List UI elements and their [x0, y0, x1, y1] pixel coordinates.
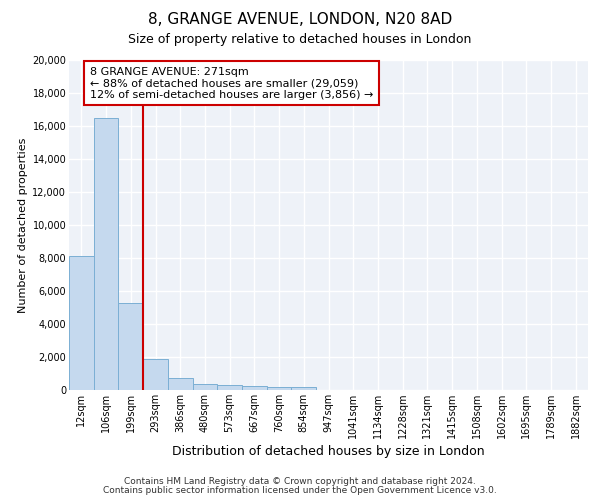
Text: Contains HM Land Registry data © Crown copyright and database right 2024.: Contains HM Land Registry data © Crown c…	[124, 477, 476, 486]
Bar	[292, 387, 316, 390]
Bar	[242, 386, 267, 390]
Text: 8 GRANGE AVENUE: 271sqm
← 88% of detached houses are smaller (29,059)
12% of sem: 8 GRANGE AVENUE: 271sqm ← 88% of detache…	[90, 66, 373, 100]
Bar	[217, 385, 242, 390]
Bar	[193, 384, 217, 390]
Text: 8, GRANGE AVENUE, LONDON, N20 8AD: 8, GRANGE AVENUE, LONDON, N20 8AD	[148, 12, 452, 28]
Bar	[168, 378, 193, 390]
Bar	[143, 360, 168, 390]
Bar	[94, 118, 118, 390]
X-axis label: Distribution of detached houses by size in London: Distribution of detached houses by size …	[172, 445, 485, 458]
Y-axis label: Number of detached properties: Number of detached properties	[18, 138, 28, 312]
Text: Contains public sector information licensed under the Open Government Licence v3: Contains public sector information licen…	[103, 486, 497, 495]
Text: Size of property relative to detached houses in London: Size of property relative to detached ho…	[128, 32, 472, 46]
Bar	[267, 386, 292, 390]
Bar	[118, 302, 143, 390]
Bar	[69, 256, 94, 390]
